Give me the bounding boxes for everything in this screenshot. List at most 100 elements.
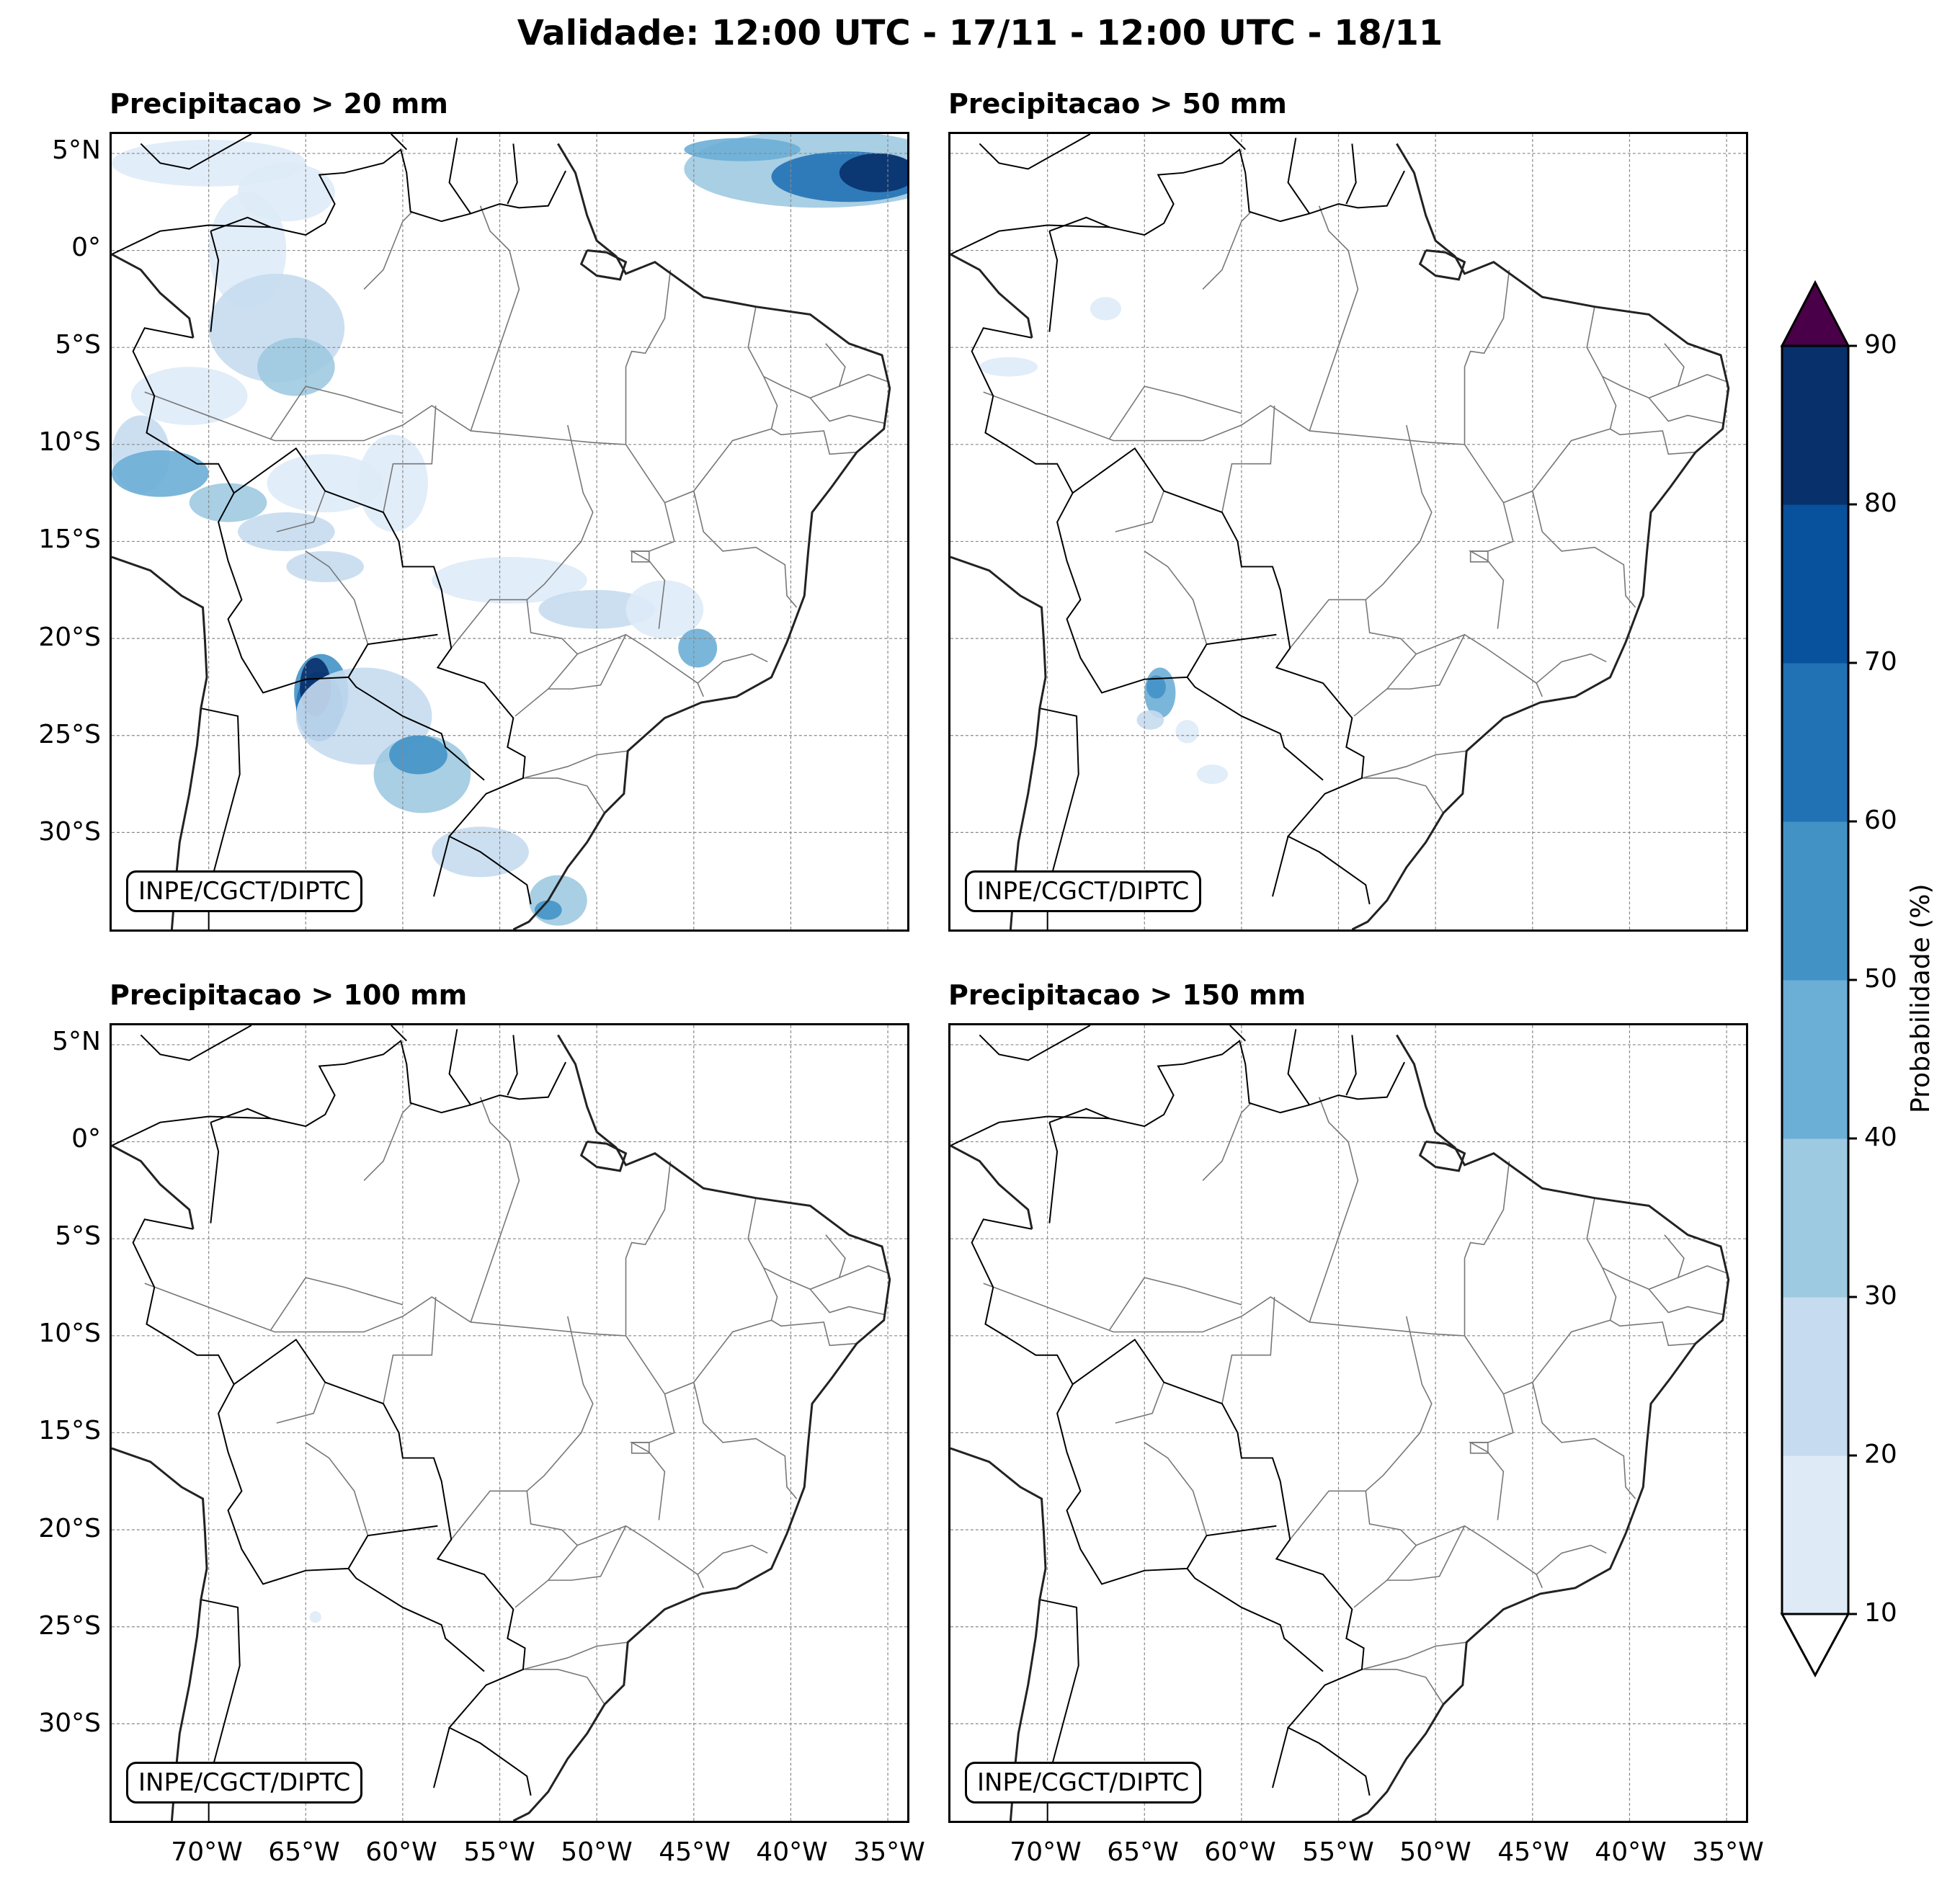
- coastline: [512, 1034, 891, 1821]
- country-border: [1056, 492, 1277, 694]
- country-border: [1287, 138, 1311, 214]
- state-border: [1353, 633, 1543, 717]
- state-border: [1464, 1161, 1510, 1336]
- precip-probability-area: [684, 138, 801, 161]
- state-border: [276, 1382, 326, 1424]
- state-border: [1144, 1442, 1208, 1536]
- state-border: [470, 1097, 520, 1323]
- state-border: [1469, 1442, 1489, 1454]
- country-border: [1229, 134, 1246, 151]
- country-border: [1345, 143, 1357, 205]
- state-border: [144, 1283, 626, 1337]
- lon-label: 50°W: [1399, 1837, 1471, 1867]
- precip-probability-area: [678, 628, 718, 668]
- state-border: [1221, 1296, 1275, 1404]
- state-border: [693, 1382, 798, 1499]
- state-border: [1309, 205, 1359, 432]
- state-border: [983, 391, 1465, 445]
- coastline: [950, 1447, 1047, 1821]
- state-border: [522, 777, 605, 813]
- country-border: [979, 1025, 1091, 1061]
- state-border: [276, 491, 326, 532]
- state-border: [1289, 599, 1366, 649]
- state-border: [839, 1265, 891, 1278]
- country-border: [950, 224, 1110, 255]
- lon-label: 40°W: [756, 1837, 828, 1867]
- state-border: [1365, 424, 1433, 655]
- lon-label: 65°W: [268, 1837, 340, 1867]
- colorbar-tick-label: 40: [1864, 1123, 1897, 1152]
- map-canvas: [112, 1025, 907, 1821]
- lat-label: 25°S: [38, 1611, 101, 1641]
- colorbar-over-arrow: [1780, 280, 1850, 347]
- state-border: [1144, 550, 1208, 645]
- country-border: [971, 1218, 1371, 1796]
- country-border: [210, 148, 566, 236]
- colorbar-bin: [1782, 1297, 1848, 1456]
- state-border: [1202, 211, 1252, 290]
- coastline: [579, 249, 628, 281]
- country-border: [1287, 1029, 1311, 1105]
- lat-label: 25°S: [38, 720, 101, 749]
- state-border: [1532, 1382, 1636, 1499]
- state-border: [548, 634, 627, 690]
- country-border: [507, 1035, 518, 1096]
- state-border: [270, 1277, 404, 1331]
- state-border: [1464, 1335, 1514, 1520]
- state-border: [1678, 1265, 1729, 1278]
- state-border: [1536, 653, 1607, 684]
- state-border: [1202, 1102, 1252, 1181]
- country-border: [1049, 148, 1405, 236]
- precip-probability-area: [358, 434, 428, 532]
- state-border: [631, 1442, 650, 1454]
- state-border: [763, 1234, 846, 1290]
- state-border: [809, 397, 884, 424]
- country-border: [433, 1727, 450, 1788]
- state-border: [270, 385, 404, 440]
- state-border: [809, 1288, 884, 1315]
- colorbar: [1780, 280, 1857, 1678]
- state-border: [1648, 1288, 1723, 1315]
- lat-label: 0°: [71, 1124, 101, 1154]
- colorbar-bin: [1782, 1138, 1848, 1298]
- lat-label: 5°S: [55, 330, 101, 360]
- state-border: [1469, 550, 1489, 563]
- precip-probability-area: [1090, 297, 1122, 321]
- panel-title-100mm: Precipitacao > 100 mm: [110, 979, 468, 1011]
- panel-title-50mm: Precipitacao > 50 mm: [948, 88, 1287, 120]
- coastline: [112, 556, 208, 929]
- state-border: [305, 550, 369, 645]
- colorbar-bin: [1782, 980, 1848, 1139]
- state-border: [450, 1490, 527, 1541]
- country-border: [1049, 1039, 1405, 1128]
- state-border: [514, 633, 704, 717]
- state-border: [747, 1198, 778, 1321]
- precip-probability-area: [112, 450, 209, 497]
- precip-probability-area: [309, 1611, 321, 1623]
- colorbar-bin: [1782, 663, 1848, 822]
- state-border: [1648, 397, 1723, 424]
- country-border: [112, 224, 271, 255]
- precip-probability-area: [1136, 710, 1164, 730]
- credit-badge: INPE/CGCT/DIPTC: [126, 1762, 363, 1804]
- lat-label: 5°N: [52, 135, 101, 165]
- precip-probability-area: [389, 735, 447, 775]
- country-border: [1272, 836, 1289, 897]
- state-border: [1109, 1277, 1242, 1331]
- coastline: [112, 1447, 208, 1821]
- country-border: [347, 677, 485, 781]
- state-border: [1586, 306, 1617, 429]
- state-border: [1361, 1669, 1444, 1705]
- country-border: [140, 1025, 252, 1061]
- country-border: [1272, 1727, 1289, 1788]
- precip-probability-area: [1175, 720, 1199, 744]
- state-border: [983, 1283, 1465, 1337]
- coastline: [950, 1144, 1033, 1230]
- state-border: [522, 750, 628, 779]
- map-panel-20mm: INPE/CGCT/DIPTC: [110, 132, 909, 932]
- country-border: [391, 134, 407, 151]
- country-border: [218, 1383, 438, 1585]
- precip-probability-area: [130, 367, 248, 425]
- state-border: [1221, 405, 1275, 513]
- lon-label: 45°W: [1497, 1837, 1569, 1867]
